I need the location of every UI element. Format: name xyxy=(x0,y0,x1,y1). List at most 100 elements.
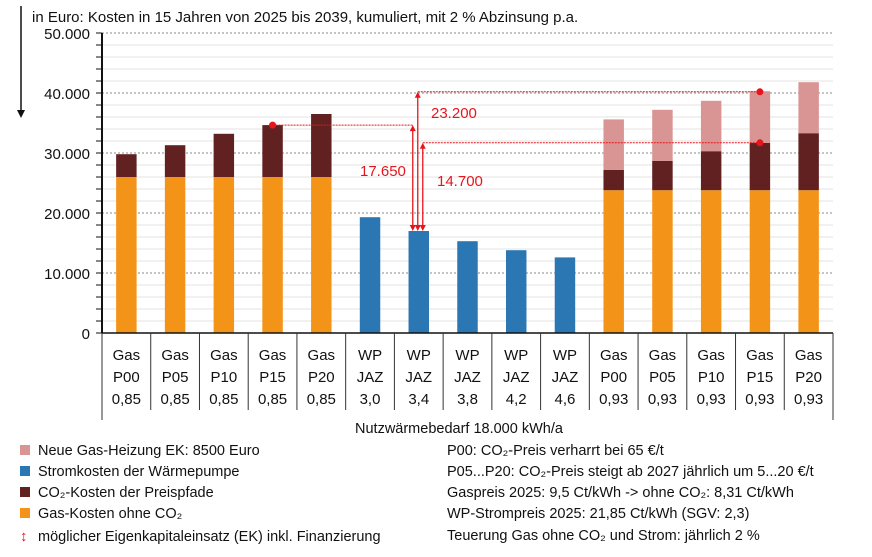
bar-segment xyxy=(652,190,673,333)
x-tick-label: 0,85 xyxy=(209,391,238,408)
x-tick-label: WP xyxy=(407,347,431,364)
bar-segment xyxy=(652,160,673,191)
ek-arrow-14700-head xyxy=(419,225,426,231)
x-tick-label: WP xyxy=(455,347,479,364)
bar-segment xyxy=(603,119,624,170)
legend-co2-kosten: CO₂-Kosten der Preispfade xyxy=(20,485,214,501)
legend-swatch xyxy=(20,445,30,455)
x-tick-label: WP xyxy=(553,347,577,364)
x-tick-label: JAZ xyxy=(405,369,432,386)
x-tick-label: 0,85 xyxy=(160,391,189,408)
x-tick-label: Gas xyxy=(161,347,189,364)
legend-gas-kosten: Gas-Kosten ohne CO₂ xyxy=(20,506,182,522)
reference-dot xyxy=(269,121,277,129)
legend-neue-gas-heizung: Neue Gas-Heizung EK: 8500 Euro xyxy=(20,443,260,459)
bar-segment xyxy=(164,177,186,333)
x-tick-label: P05 xyxy=(649,369,676,386)
x-tick-label: JAZ xyxy=(552,369,579,386)
x-tick-label: WP xyxy=(504,347,528,364)
bar-segment xyxy=(116,177,137,333)
bar-segment xyxy=(798,190,819,333)
reference-dot xyxy=(756,88,764,96)
note-2: Gaspreis 2025: 9,5 Ct/kWh -> ohne CO₂: 8… xyxy=(447,485,794,501)
x-tick-label: 0,93 xyxy=(794,391,823,408)
x-tick-label: 0,93 xyxy=(697,391,726,408)
annotation-label: 17.650 xyxy=(360,163,406,180)
ek-arrow-17650-head xyxy=(409,225,416,231)
x-tick-label: 0,85 xyxy=(258,391,287,408)
x-tick-label: Gas xyxy=(113,347,141,364)
bar-segment xyxy=(603,190,624,333)
bar-segment xyxy=(359,217,381,333)
x-tick-label: Gas xyxy=(795,347,823,364)
bar-segment xyxy=(457,241,478,333)
x-tick-label: P15 xyxy=(259,369,286,386)
bar-segment xyxy=(749,190,771,333)
ek-arrow-23200-head xyxy=(414,225,421,231)
bar-segment xyxy=(213,133,235,177)
x-tick-label: 4,6 xyxy=(555,391,576,408)
x-tick-label: Gas xyxy=(210,347,238,364)
bar-segment xyxy=(749,91,771,143)
bar-segment xyxy=(749,142,771,191)
legend-stromkosten: Stromkosten der Wärmepumpe xyxy=(20,464,239,480)
bar-segment xyxy=(554,257,576,333)
ek-arrow-14700-head xyxy=(419,142,426,149)
x-tick-label: P15 xyxy=(747,369,774,386)
note-4: Teuerung Gas ohne CO₂ und Strom: jährlic… xyxy=(447,528,760,544)
legend-swatch xyxy=(20,508,30,518)
x-tick-label: P00 xyxy=(113,369,140,386)
x-tick-label: 4,2 xyxy=(506,391,527,408)
x-tick-label: JAZ xyxy=(503,369,530,386)
x-tick-label: P10 xyxy=(698,369,725,386)
note-1: P05...P20: CO₂-Preis steigt ab 2027 jähr… xyxy=(447,464,814,480)
x-tick-label: Gas xyxy=(259,347,287,364)
axis-arrow-head xyxy=(17,110,25,118)
bar-segment xyxy=(311,177,332,333)
x-tick-label: Gas xyxy=(746,347,774,364)
chart-title: in Euro: Kosten in 15 Jahren von 2025 bi… xyxy=(32,9,578,26)
x-axis-label: Nutzwärmebedarf 18.000 kWh/a xyxy=(355,421,563,437)
bar-segment xyxy=(700,100,722,152)
y-tick-label: 20.000 xyxy=(44,206,90,223)
y-tick-label: 30.000 xyxy=(44,146,90,163)
x-tick-label: WP xyxy=(358,347,382,364)
reference-dot xyxy=(756,139,764,147)
note-0: P00: CO₂-Preis verharrt bei 65 €/t xyxy=(447,443,664,459)
x-tick-label: 3,4 xyxy=(408,391,429,408)
x-tick-label: Gas xyxy=(308,347,336,364)
x-tick-label: 0,85 xyxy=(307,391,336,408)
note-3: WP-Strompreis 2025: 21,85 Ct/kWh (SGV: 2… xyxy=(447,506,750,522)
ek-arrow-23200-head xyxy=(414,91,421,98)
bar-segment xyxy=(798,82,819,134)
x-tick-label: 3,8 xyxy=(457,391,478,408)
bar-segment xyxy=(652,109,673,161)
x-tick-label: JAZ xyxy=(454,369,481,386)
x-tick-label: P05 xyxy=(162,369,189,386)
bar-segment xyxy=(505,250,527,333)
bar-segment xyxy=(798,133,819,191)
y-tick-label: 0 xyxy=(82,326,90,343)
x-tick-label: 0,93 xyxy=(648,391,677,408)
x-tick-label: Gas xyxy=(600,347,628,364)
bar-segment xyxy=(700,190,722,333)
bar-segment xyxy=(262,177,283,333)
legend-ek-arrow: ↕ möglicher Eigenkapitaleinsatz (EK) inkl… xyxy=(20,528,381,545)
y-tick-label: 10.000 xyxy=(44,266,90,283)
bar-segment xyxy=(408,231,430,333)
x-tick-label: Gas xyxy=(697,347,725,364)
legend-swatch xyxy=(20,466,30,476)
bar-segment xyxy=(164,145,186,177)
x-tick-label: Gas xyxy=(649,347,677,364)
bar-segment xyxy=(116,154,137,177)
x-tick-label: 0,93 xyxy=(599,391,628,408)
annotation-label: 23.200 xyxy=(431,105,477,122)
x-tick-label: 0,93 xyxy=(745,391,774,408)
bar-segment xyxy=(262,125,283,177)
annotation-label: 14.700 xyxy=(437,173,483,190)
bar-segment xyxy=(603,169,624,191)
x-tick-label: 3,0 xyxy=(360,391,381,408)
bar-segment xyxy=(311,114,332,177)
